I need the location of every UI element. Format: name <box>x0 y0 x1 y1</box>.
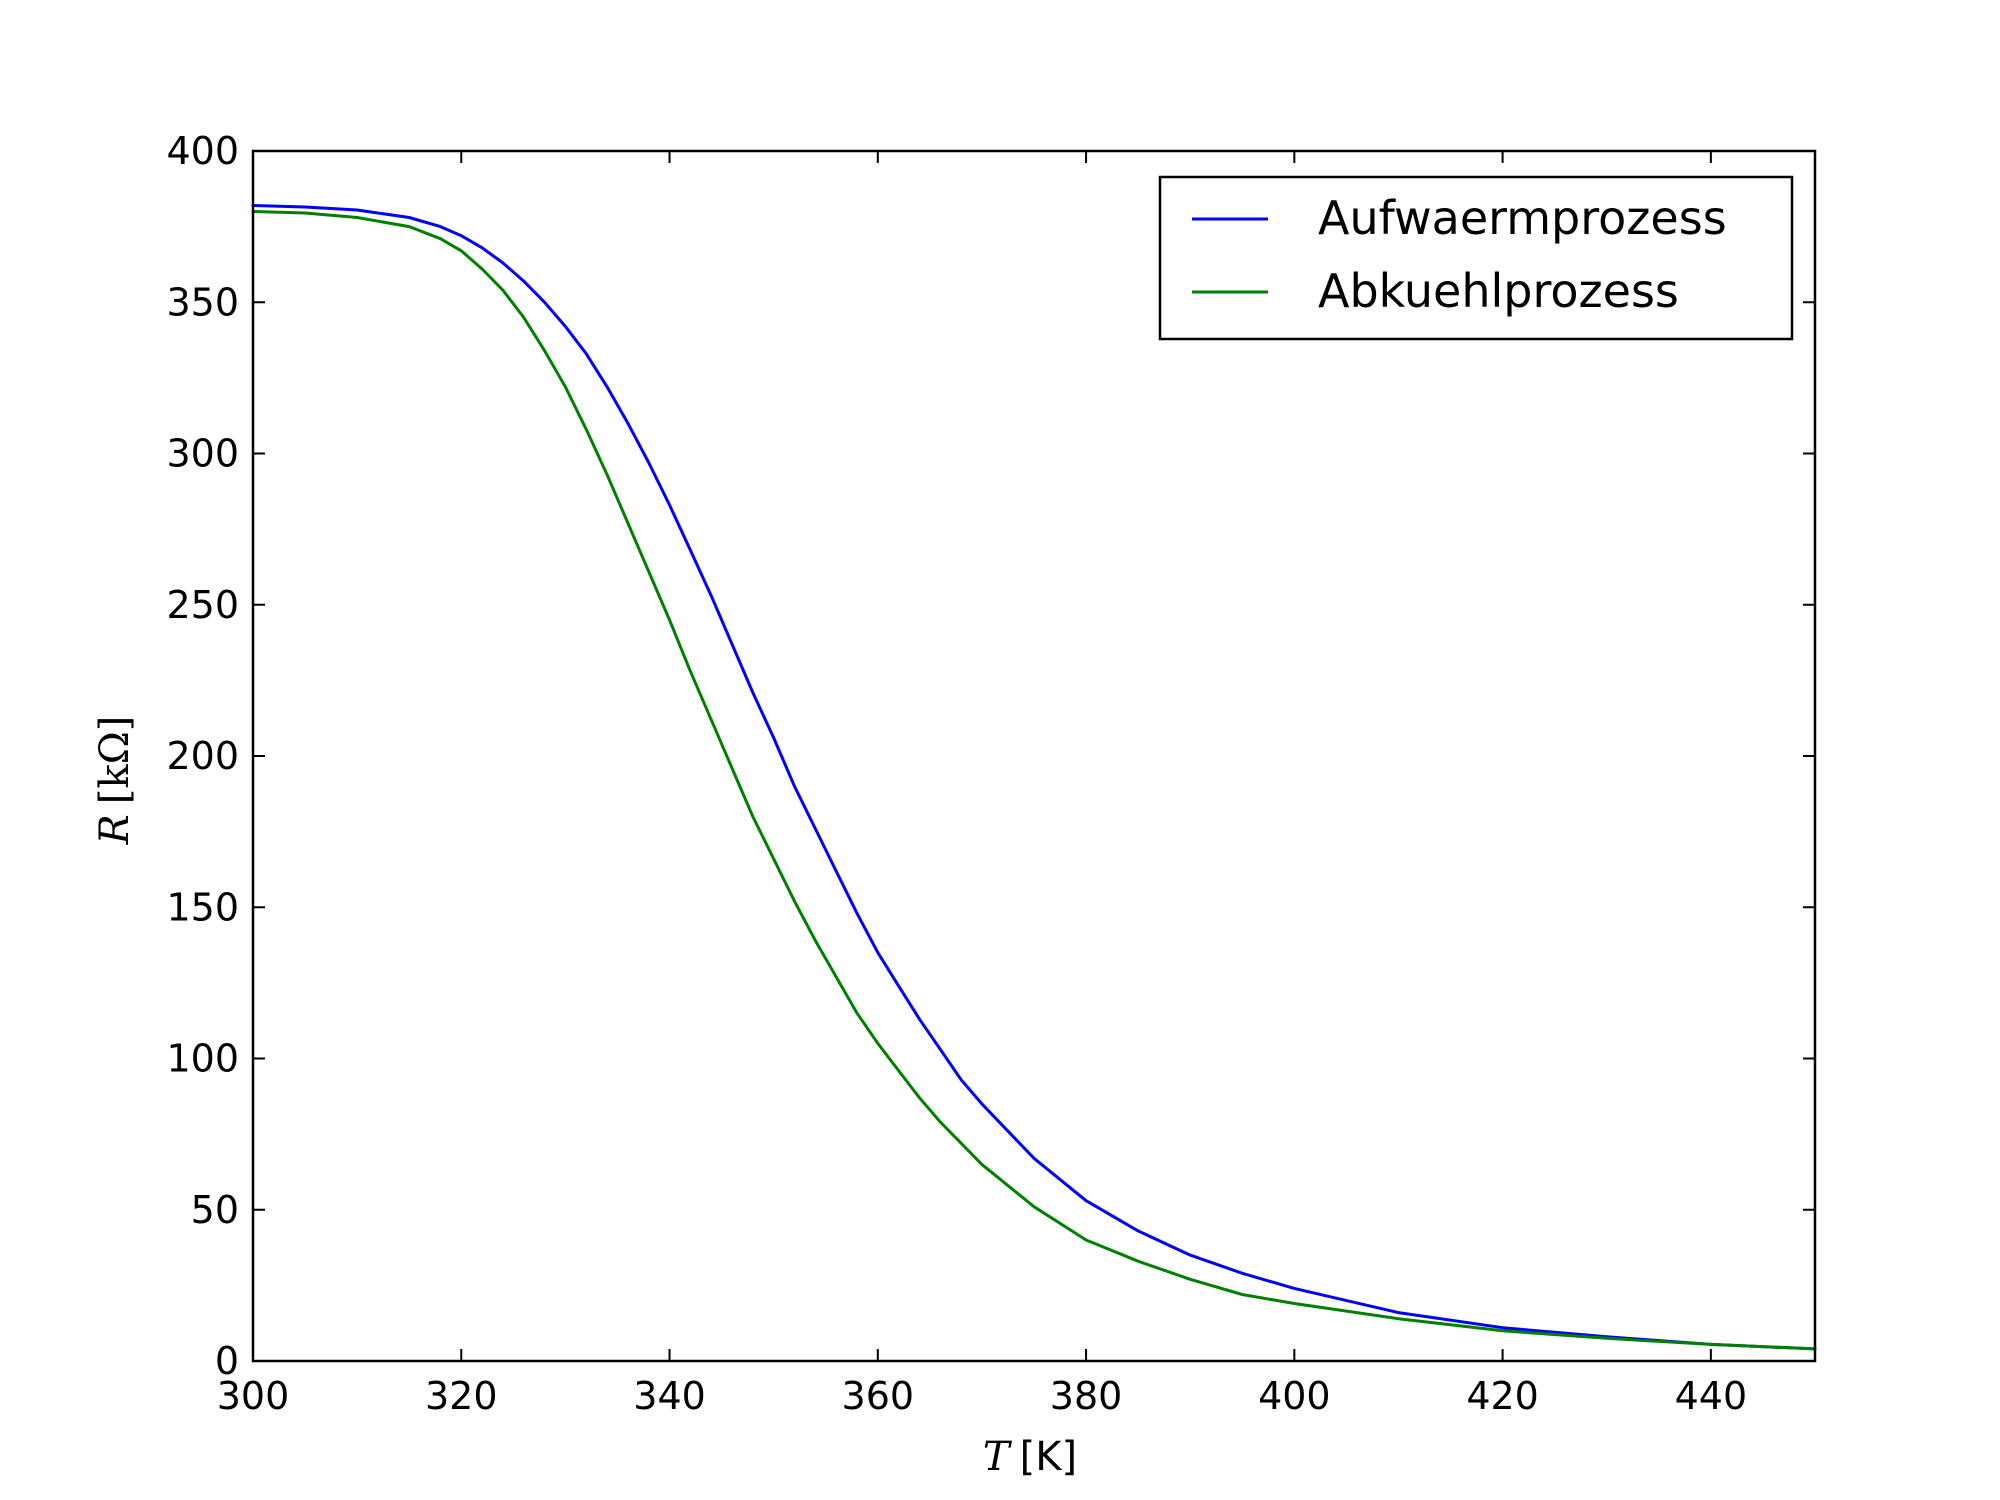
x-tick-label: 340 <box>633 1374 706 1418</box>
x-axis-label: T [K] <box>983 1434 1077 1480</box>
y-tick-label: 250 <box>166 583 239 627</box>
x-axis-symbol: T <box>983 1434 1013 1480</box>
y-tick-label: 100 <box>166 1037 239 1081</box>
x-tick-label: 380 <box>1050 1374 1123 1418</box>
y-axis-unit: [kΩ] <box>92 716 138 805</box>
y-tick-label: 300 <box>166 432 239 476</box>
series-line-aufwaermprozess <box>251 204 1817 1351</box>
legend-box <box>1158 175 1794 341</box>
y-tick-label: 0 <box>215 1339 239 1383</box>
legend-label-abkuehlprozess: Abkuehlprozess <box>1318 264 1679 318</box>
y-tick-label: 150 <box>166 885 239 929</box>
legend-label-aufwaermprozess: Aufwaermprozess <box>1318 191 1727 245</box>
y-tick-label: 200 <box>166 734 239 778</box>
x-tick-label: 320 <box>425 1374 498 1418</box>
x-tick-label: 400 <box>1258 1374 1331 1418</box>
plot-lines <box>251 204 1817 1351</box>
series-line-abkuehlprozess <box>251 210 1817 1351</box>
x-tick-label: 360 <box>842 1374 915 1418</box>
x-axis-unit: [K] <box>1020 1434 1077 1480</box>
x-tick-label: 300 <box>217 1374 290 1418</box>
y-tick-label: 400 <box>166 129 239 173</box>
y-tick-label: 50 <box>191 1188 239 1232</box>
ticks: 300 320 340 360 380 400 420 440 0 50 100 150 200 250 3… <box>166 129 1815 1418</box>
plot-frame <box>251 149 1817 1363</box>
y-tick-label: 350 <box>166 280 239 324</box>
x-tick-label: 420 <box>1466 1374 1539 1418</box>
legend: Aufwaermprozess Abkuehlprozess <box>1158 175 1794 341</box>
y-axis-label: R [kΩ] <box>92 716 138 846</box>
y-axis-symbol: R <box>92 814 138 845</box>
x-tick-label: 440 <box>1675 1374 1748 1418</box>
